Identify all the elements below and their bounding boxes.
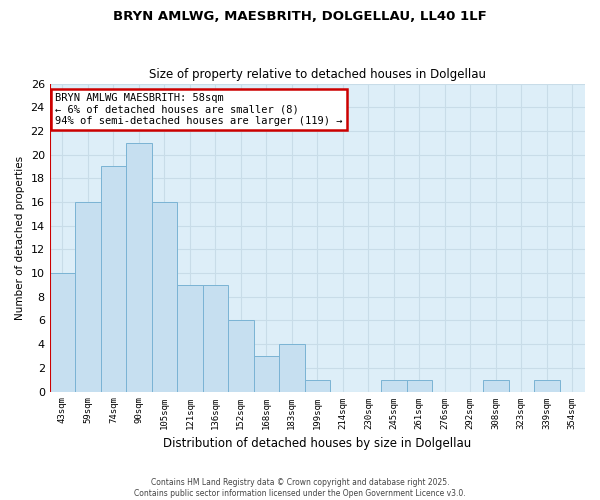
Title: Size of property relative to detached houses in Dolgellau: Size of property relative to detached ho…	[149, 68, 486, 81]
Bar	[381, 380, 407, 392]
Bar	[126, 143, 152, 392]
Text: Contains HM Land Registry data © Crown copyright and database right 2025.
Contai: Contains HM Land Registry data © Crown c…	[134, 478, 466, 498]
Bar	[152, 202, 177, 392]
Bar	[177, 285, 203, 392]
Bar	[203, 285, 228, 392]
Bar	[101, 166, 126, 392]
Bar	[279, 344, 305, 392]
Bar	[50, 273, 75, 392]
Y-axis label: Number of detached properties: Number of detached properties	[15, 156, 25, 320]
Bar	[254, 356, 279, 392]
Bar	[534, 380, 560, 392]
Text: BRYN AMLWG MAESBRITH: 58sqm
← 6% of detached houses are smaller (8)
94% of semi-: BRYN AMLWG MAESBRITH: 58sqm ← 6% of deta…	[55, 93, 343, 126]
Bar	[483, 380, 509, 392]
X-axis label: Distribution of detached houses by size in Dolgellau: Distribution of detached houses by size …	[163, 437, 472, 450]
Bar	[228, 320, 254, 392]
Text: BRYN AMLWG, MAESBRITH, DOLGELLAU, LL40 1LF: BRYN AMLWG, MAESBRITH, DOLGELLAU, LL40 1…	[113, 10, 487, 23]
Bar	[75, 202, 101, 392]
Bar	[407, 380, 432, 392]
Bar	[305, 380, 330, 392]
